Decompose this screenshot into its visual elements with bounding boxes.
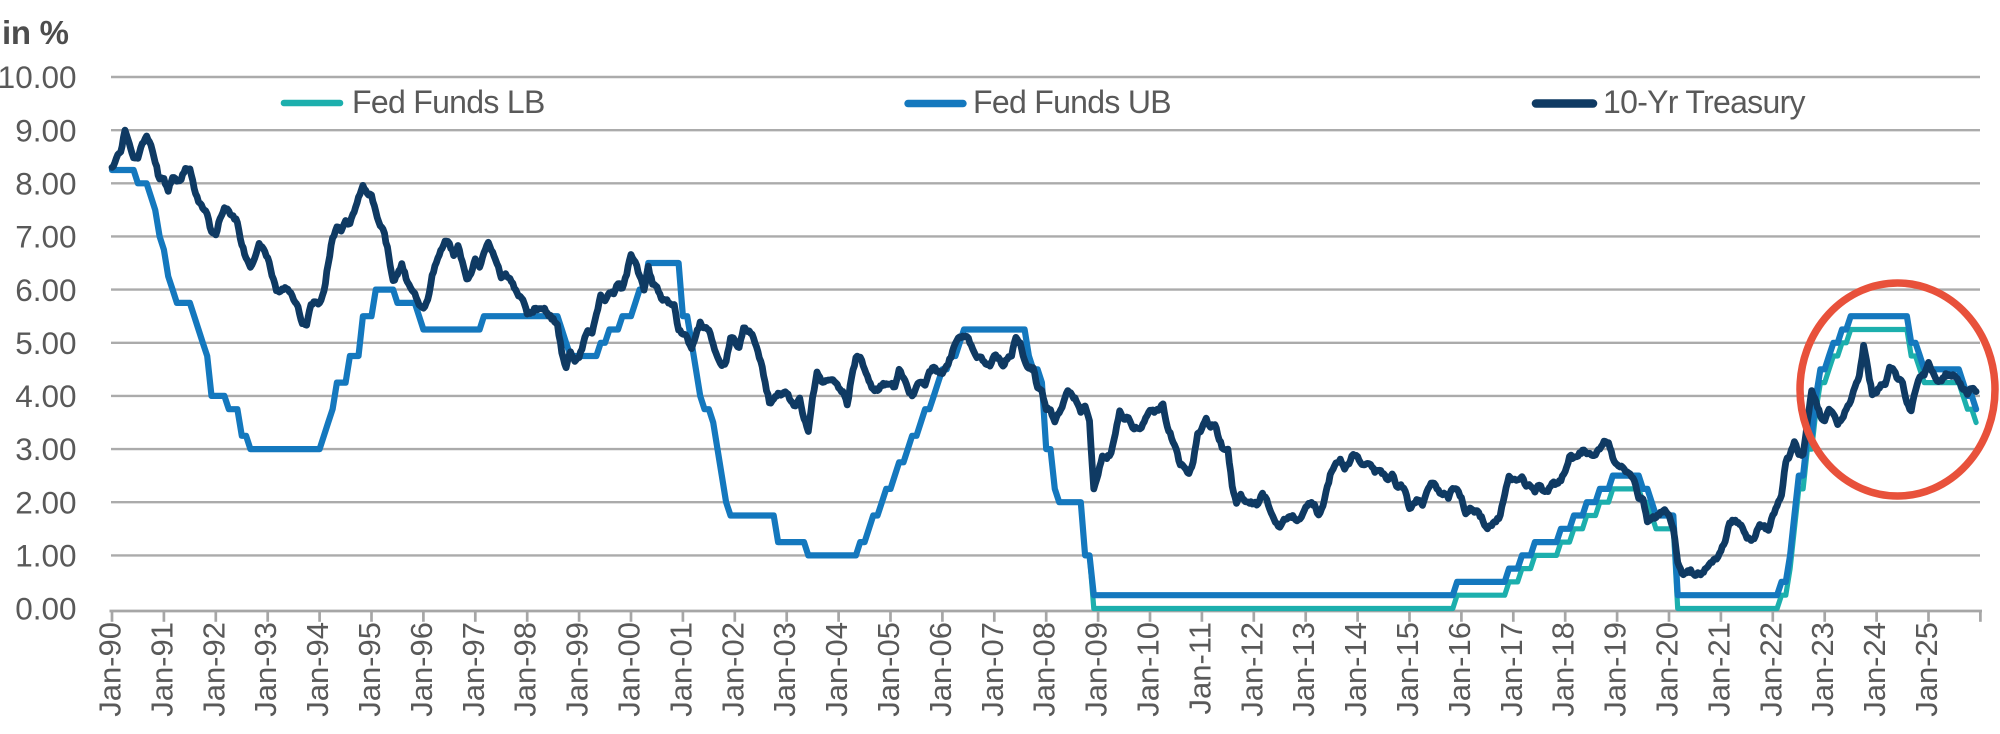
svg-text:Jan-14: Jan-14 <box>1338 622 1373 717</box>
svg-text:Jan-94: Jan-94 <box>300 622 335 717</box>
svg-text:Jan-04: Jan-04 <box>819 622 854 717</box>
svg-text:3.00: 3.00 <box>15 431 76 467</box>
svg-text:Jan-16: Jan-16 <box>1442 622 1477 717</box>
svg-text:Jan-13: Jan-13 <box>1286 622 1321 717</box>
svg-text:Jan-06: Jan-06 <box>923 622 958 717</box>
svg-text:Jan-09: Jan-09 <box>1079 622 1114 717</box>
svg-text:Jan-00: Jan-00 <box>612 622 647 717</box>
svg-text:Jan-15: Jan-15 <box>1390 622 1425 717</box>
svg-text:Jan-03: Jan-03 <box>767 622 802 717</box>
svg-text:Jan-95: Jan-95 <box>352 622 387 717</box>
svg-text:Jan-07: Jan-07 <box>975 622 1010 717</box>
svg-text:Jan-90: Jan-90 <box>93 622 128 717</box>
svg-text:Fed Funds LB: Fed Funds LB <box>352 84 545 120</box>
svg-text:2.00: 2.00 <box>15 484 76 520</box>
svg-text:7.00: 7.00 <box>15 219 76 255</box>
svg-text:Jan-02: Jan-02 <box>715 622 750 717</box>
svg-text:Jan-11: Jan-11 <box>1182 622 1217 715</box>
svg-text:Jan-05: Jan-05 <box>871 622 906 717</box>
svg-text:Jan-20: Jan-20 <box>1650 622 1685 717</box>
svg-text:Jan-97: Jan-97 <box>456 622 491 717</box>
svg-text:Jan-96: Jan-96 <box>404 622 439 717</box>
svg-text:0.00: 0.00 <box>15 591 76 627</box>
svg-text:Jan-17: Jan-17 <box>1494 622 1529 717</box>
svg-text:Fed Funds UB: Fed Funds UB <box>973 84 1171 120</box>
svg-text:9.00: 9.00 <box>15 112 76 148</box>
svg-text:Jan-22: Jan-22 <box>1753 622 1788 717</box>
svg-text:Jan-99: Jan-99 <box>560 622 595 717</box>
svg-text:Jan-08: Jan-08 <box>1027 622 1062 717</box>
svg-text:Jan-91: Jan-91 <box>144 622 179 717</box>
svg-text:Jan-10: Jan-10 <box>1131 622 1166 717</box>
svg-text:Jan-18: Jan-18 <box>1546 622 1581 717</box>
svg-text:8.00: 8.00 <box>15 166 76 202</box>
svg-text:Jan-92: Jan-92 <box>196 622 231 717</box>
svg-text:Jan-24: Jan-24 <box>1857 622 1892 717</box>
svg-text:5.00: 5.00 <box>15 325 76 361</box>
svg-text:Jan-23: Jan-23 <box>1805 622 1840 717</box>
svg-text:4.00: 4.00 <box>15 378 76 414</box>
svg-text:Jan-25: Jan-25 <box>1909 622 1944 717</box>
svg-text:Jan-19: Jan-19 <box>1598 622 1633 717</box>
svg-text:10.00: 10.00 <box>0 59 77 95</box>
svg-text:Jan-21: Jan-21 <box>1701 622 1736 717</box>
svg-text:in %: in % <box>2 14 69 51</box>
svg-text:Jan-98: Jan-98 <box>508 622 543 717</box>
svg-text:Jan-93: Jan-93 <box>248 622 283 717</box>
svg-text:Jan-12: Jan-12 <box>1234 622 1269 717</box>
svg-text:1.00: 1.00 <box>15 538 76 574</box>
svg-text:10-Yr Treasury: 10-Yr Treasury <box>1603 84 1806 120</box>
svg-text:Jan-01: Jan-01 <box>663 622 698 717</box>
svg-text:6.00: 6.00 <box>15 272 76 308</box>
